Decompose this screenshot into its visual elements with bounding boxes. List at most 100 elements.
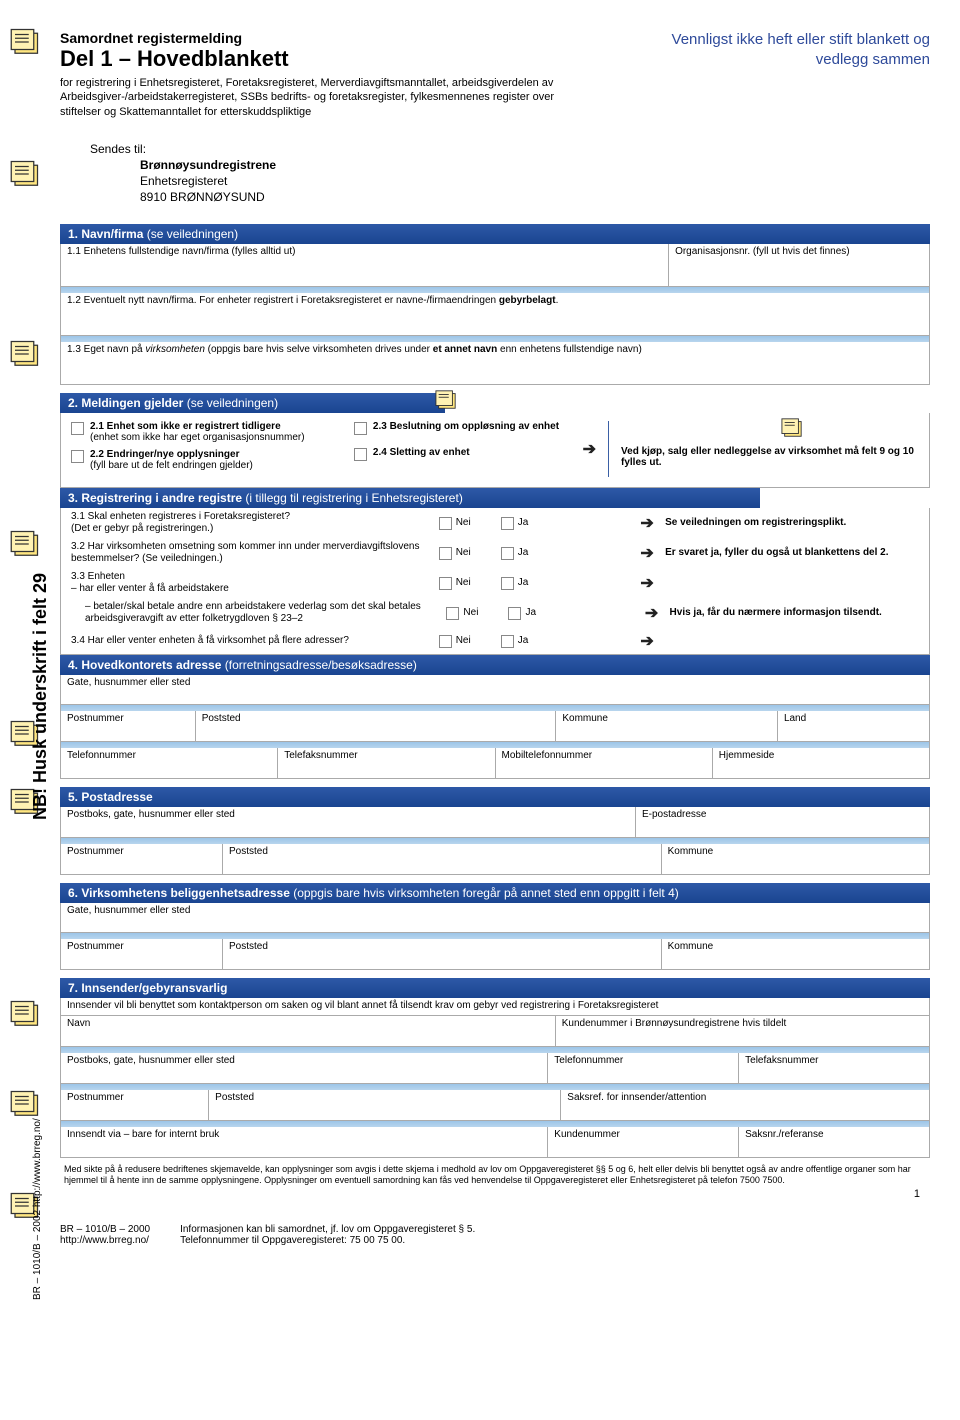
arrow-icon: ➔: [583, 439, 596, 459]
sendes-1: Brønnøysundregistrene: [140, 158, 276, 172]
chk-3-3a-ja[interactable]: [501, 577, 514, 590]
input-eget-navn[interactable]: [67, 355, 923, 383]
s6-gate[interactable]: Gate, husnummer eller sted: [60, 903, 930, 933]
s4-kommune[interactable]: Kommune: [556, 711, 778, 741]
s6-hdr: 6. Virksomhetens beliggenhetsadresse: [68, 886, 290, 900]
note-icon: [10, 1000, 40, 1028]
section-4-header: 4. Hovedkontorets adresse (forretningsad…: [60, 655, 930, 675]
arrow-icon: ➔: [642, 603, 662, 623]
note-icon: [10, 160, 40, 188]
sendes-label: Sendes til:: [90, 142, 146, 156]
s1-r2: 1.2 Eventuelt nytt navn/firma. For enhet…: [61, 293, 929, 335]
s5-poststed[interactable]: Poststed: [223, 844, 662, 874]
s7-poststed[interactable]: Poststed: [209, 1090, 561, 1120]
s6-postnr[interactable]: Postnummer: [61, 939, 223, 969]
arrow-icon: ➔: [637, 631, 657, 651]
s3-n3: Hvis ja, får du nærmere informasjon tils…: [670, 607, 919, 619]
s7-fax[interactable]: Telefaksnummer: [739, 1053, 929, 1083]
s7-postboks[interactable]: Postboks, gate, husnummer eller sted: [61, 1053, 548, 1083]
s1-r1-right: Organisasjonsnr. (fyll ut hvis det finne…: [669, 244, 929, 286]
input-nytt-navn[interactable]: [67, 306, 923, 334]
s4-tlf[interactable]: Telefonnummer: [61, 748, 278, 778]
chk-3-4-ja[interactable]: [501, 635, 514, 648]
page-num: 1: [60, 1188, 930, 1200]
s4-hdr: 4. Hovedkontorets adresse: [68, 658, 221, 672]
input-navn[interactable]: [67, 257, 662, 285]
s5-postboks[interactable]: Postboks, gate, husnummer eller sted: [61, 807, 636, 837]
s7-innsvia[interactable]: Innsendt via – bare for internt bruk: [61, 1127, 548, 1157]
arrow-icon: ➔: [637, 573, 657, 593]
chk-2-4[interactable]: [354, 448, 367, 461]
s4-postnr[interactable]: Postnummer: [61, 711, 196, 741]
s1-r1-left: 1.1 Enhetens fullstendige navn/firma (fy…: [61, 244, 669, 286]
s7-tlf[interactable]: Telefonnummer: [548, 1053, 739, 1083]
s3-q2: 3.2 Har virksomheten omsetning som komme…: [71, 541, 431, 565]
s3-n1: Se veiledningen om registreringsplikt.: [665, 517, 919, 529]
s3-q1: 3.1 Skal enheten registreres i Foretaksr…: [71, 511, 431, 535]
s1-r3: 1.3 Eget navn på virksomheten (oppgis ba…: [61, 342, 929, 384]
s2-i4: 2.4 Sletting av enhet: [373, 447, 470, 461]
chk-2-2[interactable]: [71, 450, 84, 463]
arrow-icon: ➔: [637, 513, 657, 533]
s5-postnr[interactable]: Postnummer: [61, 844, 223, 874]
s3-q3c: – betaler/skal betale andre enn arbeidst…: [71, 601, 438, 625]
doc-title: Samordnet registermelding: [60, 30, 590, 46]
sendes-block: Sendes til: Brønnøysundregistrene Enhets…: [90, 141, 930, 206]
doc-intro: for registrering i Enhetsregisteret, For…: [60, 76, 590, 119]
s3-n2: Er svaret ja, fyller du også ut blankett…: [665, 547, 919, 559]
s1-hdr2: (se veiledningen): [143, 227, 238, 241]
s7-navn[interactable]: Navn: [61, 1016, 556, 1046]
footer-right: Informasjonen kan bli samordnet, jf. lov…: [180, 1224, 475, 1246]
s4-fax[interactable]: Telefaksnummer: [278, 748, 495, 778]
section-2-header: 2. Meldingen gjelder (se veiledningen): [60, 393, 445, 413]
s4-land[interactable]: Land: [778, 711, 929, 741]
s2-note: Ved kjøp, salg eller nedleggelse av virk…: [621, 446, 919, 468]
s4-gate[interactable]: Gate, husnummer eller sted: [60, 675, 930, 705]
s7-saksref[interactable]: Saksref. for innsender/attention: [561, 1090, 929, 1120]
input-orgnr[interactable]: [675, 257, 923, 285]
section-5-header: 5. Postadresse: [60, 787, 930, 807]
chk-3-3b-nei[interactable]: [446, 607, 459, 620]
sendes-2: Enhetsregisteret: [140, 174, 227, 188]
s7-kundenr2[interactable]: Kundenummer: [548, 1127, 739, 1157]
s7-saksnr[interactable]: Saksnr./referanse: [739, 1127, 929, 1157]
s5-kommune[interactable]: Kommune: [662, 844, 929, 874]
note-icon: [10, 340, 40, 368]
chk-2-1[interactable]: [71, 422, 84, 435]
s3-hdr: 3. Registrering i andre registre: [68, 491, 242, 505]
s2-i3: 2.3 Beslutning om oppløsning av enhet: [373, 421, 559, 435]
chk-3-2-nei[interactable]: [439, 547, 452, 560]
s4-mob[interactable]: Mobiltelefonnummer: [496, 748, 713, 778]
s1-hdr: 1. Navn/firma: [68, 227, 143, 241]
chk-3-1-ja[interactable]: [501, 517, 514, 530]
s6-kommune[interactable]: Kommune: [662, 939, 929, 969]
s2-i2: 2.2 Endringer/nye opplysninger(fyll bare…: [90, 449, 253, 471]
section-1-header: 1. Navn/firma (se veiledningen): [60, 224, 930, 244]
chk-3-3b-ja[interactable]: [508, 607, 521, 620]
section-7-header: 7. Innsender/gebyransvarlig: [60, 978, 930, 998]
s3-q3a: 3.3 Enheten– har eller venter å få arbei…: [71, 571, 431, 595]
doc-subtitle: Del 1 – Hovedblankett: [60, 46, 590, 72]
note-icon: [10, 1090, 40, 1118]
arrow-icon: ➔: [637, 543, 657, 563]
sendes-3: 8910 BRØNNØYSUND: [140, 190, 265, 204]
side-ref: BR – 1010/B – 2002 http://www.brreg.no/: [32, 1118, 43, 1300]
footer-note: Med sikte på å redusere bedriftenes skje…: [60, 1158, 930, 1189]
s4-hjem[interactable]: Hjemmeside: [713, 748, 929, 778]
chk-3-4-nei[interactable]: [439, 635, 452, 648]
section-6-header: 6. Virksomhetens beliggenhetsadresse (op…: [60, 883, 930, 903]
s4-poststed[interactable]: Poststed: [196, 711, 557, 741]
s7-sub: Innsender vil bli benyttet som kontaktpe…: [60, 998, 930, 1016]
s5-epost[interactable]: E-postadresse: [636, 807, 929, 837]
s6-poststed[interactable]: Poststed: [223, 939, 662, 969]
chk-3-3a-nei[interactable]: [439, 577, 452, 590]
s7-kundenr[interactable]: Kundenummer i Brønnøysundregistrene hvis…: [556, 1016, 929, 1046]
s7-postnr[interactable]: Postnummer: [61, 1090, 209, 1120]
chk-2-3[interactable]: [354, 422, 367, 435]
chk-3-1-nei[interactable]: [439, 517, 452, 530]
chk-3-2-ja[interactable]: [501, 547, 514, 560]
s2-hdr: 2. Meldingen gjelder: [68, 396, 183, 410]
footer-left: BR – 1010/B – 2000http://www.brreg.no/: [60, 1224, 150, 1246]
header-right-note: Vennligst ikke heft eller stift blankett…: [650, 30, 930, 131]
section-3-header: 3. Registrering i andre registre (i till…: [60, 488, 760, 508]
